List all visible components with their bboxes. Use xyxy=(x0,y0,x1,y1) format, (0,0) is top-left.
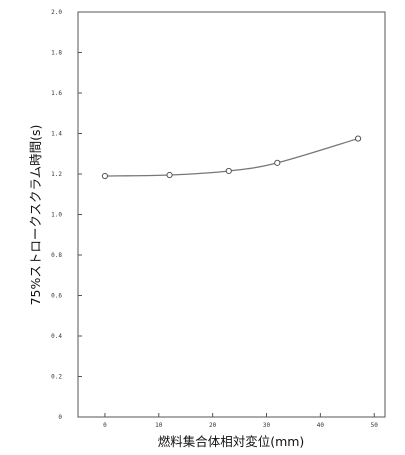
y-tick-label: 1.4 xyxy=(51,131,62,138)
x-tick-label: 40 xyxy=(317,422,325,429)
data-point xyxy=(225,167,232,175)
x-axis-title: 燃料集合体相対変位(mm) xyxy=(158,434,305,449)
data-point xyxy=(101,172,109,180)
data-point xyxy=(354,135,362,142)
y-tick-label: 0.2 xyxy=(51,374,62,381)
y-tick-label: 1.2 xyxy=(51,171,62,178)
y-tick-label: 1.6 xyxy=(51,90,62,97)
y-axis-ticks: 0 0.2 0.4 0.6 0.8 1.0 1.2 1.4 1.6 1.8 2.0 xyxy=(51,9,82,421)
y-tick-label: 0.8 xyxy=(51,252,62,259)
x-tick-label: 0 xyxy=(103,422,107,429)
x-tick-label: 50 xyxy=(371,422,379,429)
y-tick-label: 0.6 xyxy=(51,293,62,300)
y-tick-label: 2.0 xyxy=(51,9,62,16)
x-tick-label: 10 xyxy=(155,422,163,429)
y-tick-label: 1.8 xyxy=(51,50,62,57)
y-tick-label: 1.0 xyxy=(51,212,62,219)
data-point xyxy=(166,171,173,179)
x-tick-label: 20 xyxy=(209,422,217,429)
y-tick-label: 0.4 xyxy=(51,333,62,340)
y-axis-title: 75%ストロークスクラム時間(s) xyxy=(28,125,43,306)
x-tick-label: 30 xyxy=(263,422,271,429)
plot-frame xyxy=(77,11,386,418)
x-axis-ticks: 0 10 20 30 40 50 xyxy=(103,413,378,429)
y-tick-label: 0 xyxy=(58,414,62,421)
data-point xyxy=(274,159,281,166)
series-group xyxy=(101,135,362,180)
